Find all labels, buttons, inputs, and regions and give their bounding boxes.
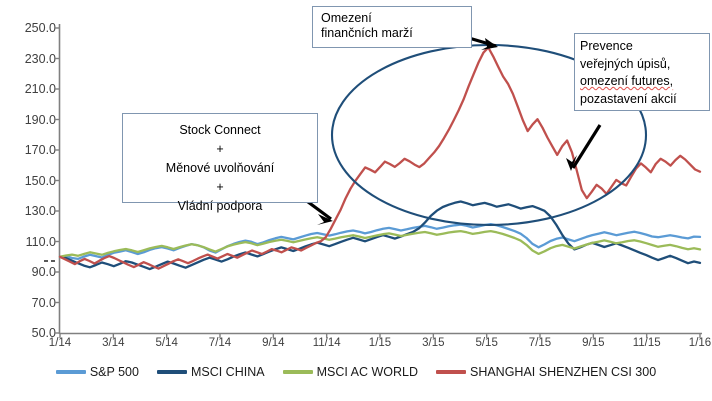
x-axis-label: 3/15 [422, 337, 445, 349]
annotation-line: pozastavení akcií [580, 91, 677, 106]
legend-item[interactable]: MSCI CHINA [156, 365, 265, 379]
x-axis-label: 1/16 [688, 337, 712, 349]
series-line [58, 222, 702, 261]
annotation-line: finančních marží [321, 26, 413, 40]
x-axis-label: 5/15 [475, 337, 498, 349]
y-axis-label: 230.0 [24, 51, 56, 66]
annotation-line: Omezení [321, 11, 372, 25]
annotation-line: Měnové uvolňování [165, 161, 275, 175]
annotation-line: omezení futures, [580, 74, 674, 88]
x-axis-label: 3/14 [102, 337, 125, 349]
legend-label: S&P 500 [89, 365, 139, 379]
x-axis-label: 7/15 [528, 337, 552, 349]
x-axis-label: 5/14 [155, 337, 178, 349]
y-axis-label: 130.0 [24, 204, 56, 218]
series-line [58, 46, 702, 270]
chart-legend: S&P 500 MSCI CHINA MSCI AC WORLD SHANGHAI S… [0, 361, 712, 383]
series-line [58, 229, 702, 258]
annotation-margin-restrictions: Omezení finančních marží [312, 6, 472, 48]
x-axis-ticks [59, 333, 701, 338]
x-axis-label: 9/15 [582, 337, 605, 349]
x-axis-label: 1/15 [368, 337, 392, 349]
x-axis-label: 11/15 [632, 337, 661, 349]
legend-label: MSCI CHINA [190, 365, 265, 379]
y-axis-label: 150.0 [24, 173, 56, 188]
x-axis-label: 1/14 [48, 337, 72, 349]
legend-item[interactable]: MSCI AC WORLD [282, 365, 418, 379]
y-axis-label: 210.0 [24, 82, 56, 96]
legend-color-swatch [435, 370, 466, 374]
legend-item[interactable]: S&P 500 [55, 365, 139, 379]
annotation-line: Stock Connect [179, 123, 261, 137]
annotation-line: veřejných úpisů, [580, 56, 671, 71]
legend-label: SHANGHAI SHENZHEN CSI 300 [469, 365, 657, 379]
x-axis-tick-labels: 1/14 3/14 5/14 7/14 9/14 11/14 1/15 3/15 5/15 7/1… [0, 337, 712, 357]
x-axis-label: 11/14 [312, 337, 341, 349]
y-axis-label: 170.0 [24, 143, 56, 157]
y-axis-label: 110.0 [25, 234, 56, 249]
x-axis-label: 9/14 [262, 337, 285, 349]
x-axis-label: 7/14 [208, 337, 232, 349]
y-axis-label: 50.0 [31, 326, 56, 340]
annotation-line: Prevence [580, 39, 633, 53]
legend-color-swatch [282, 370, 313, 374]
y-axis-tick-labels: 250.0 230.0 210.0 190.0 170.0 150.0 130.0 110.0… [0, 0, 56, 340]
series-lines [58, 46, 702, 271]
legend-label: MSCI AC WORLD [316, 365, 418, 379]
arrow-to-crash [566, 124, 602, 171]
annotation-prevention-measures: Prevence veřejných úpisů, omezení future… [574, 33, 710, 111]
legend-color-swatch [156, 370, 187, 374]
y-axis-label: 70.0 [31, 295, 56, 310]
legend-item[interactable]: SHANGHAI SHENZHEN CSI 300 [435, 365, 657, 379]
y-axis-ticks [55, 27, 60, 334]
annotation-line: + [216, 142, 224, 156]
annotation-stock-connect: Stock Connect + Měnové uvolňování + Vlád… [122, 113, 318, 213]
y-axis-label: 250.0 [24, 21, 56, 35]
annotation-line: Vládní podpora [177, 199, 263, 213]
y-axis-label: 190.0 [24, 112, 56, 127]
y-axis-label: 90.0 [31, 265, 56, 279]
legend-color-swatch [55, 370, 86, 374]
annotation-line: + [216, 180, 224, 194]
